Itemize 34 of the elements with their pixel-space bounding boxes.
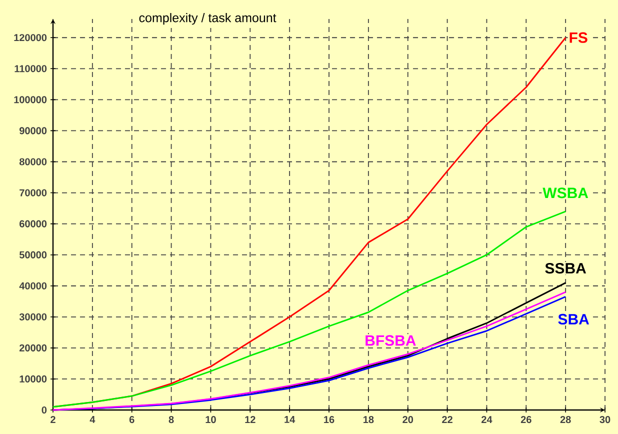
x-tick-label: 16 [324,416,334,424]
y-tick-label: 120000 [14,34,47,42]
x-tick-label: 10 [206,416,216,424]
series-label: FS [570,32,588,43]
chart-title: complexity / task amount [139,13,276,25]
x-tick-label: 28 [560,416,571,424]
x-tick-label: 2 [50,416,56,424]
y-tick-label: 10000 [20,375,47,383]
x-tick-label: 18 [363,416,374,424]
series-label: SSBA [545,262,586,274]
y-tick-label: 80000 [19,158,47,166]
x-tick-label: 20 [402,416,414,424]
y-tick-label: 60000 [20,220,47,228]
y-tick-label: 50000 [19,251,47,258]
y-tick-label: 0 [42,406,47,414]
y-tick-label: 20000 [20,344,47,352]
x-tick-label: 14 [284,416,296,423]
x-tick-label: 24 [482,416,492,424]
y-tick-label: 90000 [20,127,47,134]
y-tick-label: 30000 [19,313,47,320]
series-label: BFSBA [366,335,416,346]
x-tick-label: 8 [168,416,174,424]
series-label: WSBA [542,188,588,198]
y-tick-label: 40000 [19,282,47,290]
x-tick-label: 30 [600,416,610,424]
x-tick-label: 26 [520,416,532,424]
x-tick-label: 22 [442,416,452,424]
x-tick-label: 6 [129,416,134,424]
series-label: SBA [558,314,590,325]
x-tick-label: 12 [245,416,256,424]
y-tick-label: 70000 [20,189,47,196]
y-tick-label: 100000 [14,96,47,104]
x-tick-label: 4 [90,416,96,423]
y-tick-label: 110000 [14,65,47,72]
